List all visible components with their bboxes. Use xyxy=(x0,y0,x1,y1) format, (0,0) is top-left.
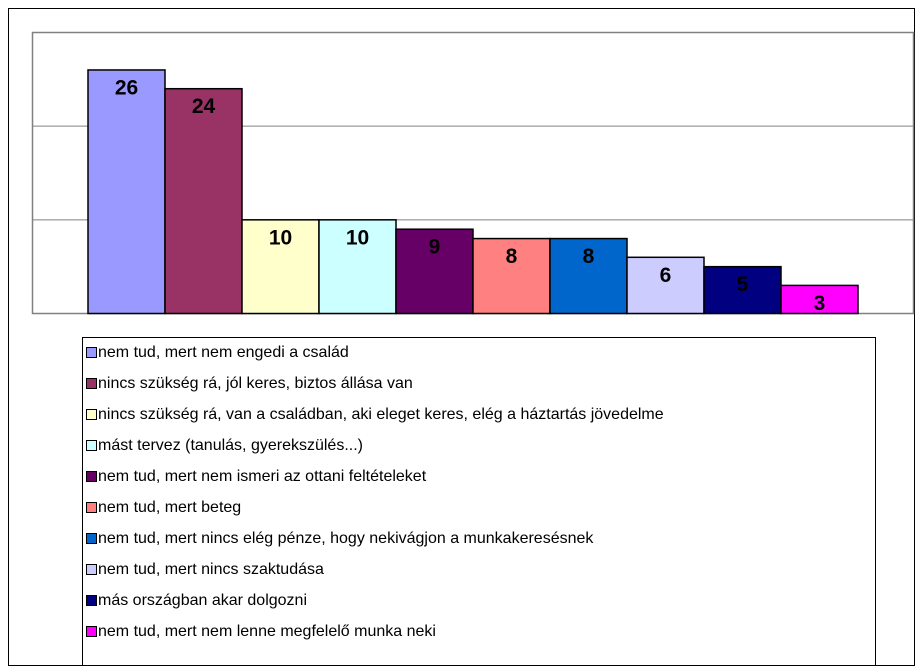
legend-label: nincs szükség rá, van a családban, aki e… xyxy=(98,406,664,423)
legend xyxy=(82,337,876,666)
legend-swatch xyxy=(86,409,97,420)
value-label: 3 xyxy=(814,292,826,315)
legend-label: mást tervez (tanulás, gyerekszülés...) xyxy=(98,437,363,454)
value-label: 10 xyxy=(269,226,292,249)
bar xyxy=(703,265,782,315)
legend-label: nem tud, mert beteg xyxy=(98,499,241,516)
value-label: 10 xyxy=(346,226,369,249)
bar xyxy=(87,69,166,315)
legend-swatch xyxy=(86,471,97,482)
legend-label: nem tud, mert nem engedi a család xyxy=(98,344,349,361)
value-label: 5 xyxy=(737,273,749,296)
value-label: 24 xyxy=(192,95,216,118)
bar xyxy=(164,87,243,315)
legend-label: nem tud, mert nem ismeri az ottani felté… xyxy=(98,468,427,485)
legend-swatch xyxy=(86,564,97,575)
legend-label: nem tud, mert nincs elég pénze, hogy nek… xyxy=(98,530,594,547)
legend-label: más országban akar dolgozni xyxy=(98,592,307,609)
value-label: 8 xyxy=(583,245,595,268)
legend-swatch xyxy=(86,502,97,513)
legend-swatch xyxy=(86,440,97,451)
value-label: 26 xyxy=(115,77,138,100)
legend-label: nem tud, mert nem lenne megfelelő munka … xyxy=(98,623,436,640)
value-label: 8 xyxy=(506,245,518,268)
legend-swatch xyxy=(86,347,97,358)
value-label: 9 xyxy=(429,236,441,259)
bar xyxy=(626,256,705,315)
legend-swatch xyxy=(86,626,97,637)
bar xyxy=(241,219,320,315)
legend-swatch xyxy=(86,378,97,389)
bar xyxy=(395,228,474,315)
bar xyxy=(318,219,397,315)
legend-swatch xyxy=(86,595,97,606)
value-label: 6 xyxy=(660,264,672,287)
bar xyxy=(780,284,859,315)
legend-label: nincs szükség rá, jól keres, biztos állá… xyxy=(98,375,413,392)
legend-label: nem tud, mert nincs szaktudása xyxy=(98,561,324,578)
legend-swatch xyxy=(86,533,97,544)
